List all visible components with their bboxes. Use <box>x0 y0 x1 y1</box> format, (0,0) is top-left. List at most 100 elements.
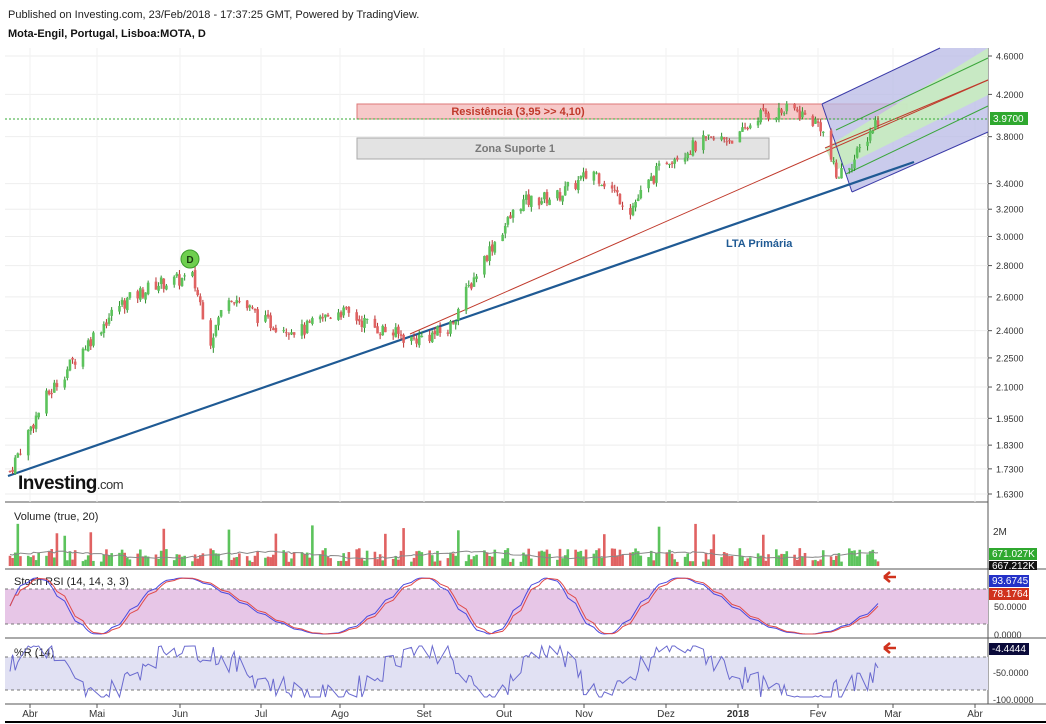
candle-body <box>746 128 749 130</box>
volume-bar <box>803 552 807 566</box>
volume-bar <box>324 548 327 566</box>
volume-bar <box>144 555 147 566</box>
volume-bar <box>394 556 398 566</box>
candle-body <box>785 103 789 112</box>
svg-text:50.0000: 50.0000 <box>994 602 1027 612</box>
lta-primaria-trendline[interactable] <box>7 160 915 478</box>
volume-bar <box>540 550 544 566</box>
candle-body <box>63 379 67 388</box>
volume-bar <box>344 561 348 566</box>
price-tick-label: 1.6300 <box>996 490 1024 500</box>
dividend-marker[interactable] <box>180 249 200 269</box>
time-tick-label: Mai <box>89 709 105 720</box>
volume-bar <box>384 533 387 566</box>
volume-bar <box>420 552 424 566</box>
volume-bar <box>728 556 731 566</box>
candle-body <box>159 277 163 285</box>
candle-body <box>37 412 40 418</box>
volume-bar <box>561 558 564 566</box>
candle-body <box>381 325 385 336</box>
candle-body <box>582 172 585 178</box>
volume-bar <box>743 561 747 566</box>
svg-text:3.9700: 3.9700 <box>993 114 1024 125</box>
williams-r-line <box>9 644 879 699</box>
candle-body <box>675 157 679 160</box>
candle-body <box>8 471 12 473</box>
published-caption: Published on Investing.com, 23/Feb/2018 … <box>8 9 420 21</box>
candle-body <box>561 195 564 202</box>
candle-body <box>454 321 458 325</box>
candle-body <box>282 330 285 332</box>
volume-bar <box>756 553 760 566</box>
volume-bar <box>621 555 624 566</box>
volume-bar <box>329 558 332 566</box>
volume-bar <box>110 553 113 566</box>
candle-body <box>232 302 236 304</box>
candle-body <box>157 285 160 291</box>
svg-text:2M: 2M <box>993 527 1007 538</box>
candle-body <box>707 134 710 136</box>
volume-bar <box>89 532 93 566</box>
volume-bar <box>470 559 473 566</box>
candle-body <box>603 183 606 187</box>
candle-body <box>488 246 491 261</box>
volume-axis: 2M 671.027K 667.212K <box>989 527 1037 572</box>
candle-body <box>858 147 862 149</box>
volume-bar <box>217 553 220 566</box>
candle-body <box>428 334 431 342</box>
volume-bar <box>647 557 650 566</box>
volume-bar <box>193 554 197 566</box>
volume-bar <box>446 558 450 566</box>
volume-bar <box>227 529 231 566</box>
candle-body <box>725 141 729 143</box>
volume-bar <box>433 561 437 566</box>
volume-bar <box>493 549 497 566</box>
candle-body <box>743 127 747 129</box>
candle-body <box>597 173 601 184</box>
candle-body <box>438 327 442 333</box>
candle-body <box>71 357 74 360</box>
pitchfork-channel[interactable] <box>821 47 989 193</box>
volume-bar <box>503 550 507 566</box>
volume-bar <box>850 550 854 566</box>
candle-body <box>120 299 124 305</box>
volume-bar <box>292 552 296 566</box>
candle-body <box>876 120 880 125</box>
price-axis: 4.6000 4.2000 3.8000 3.4000 3.2000 3.0000 2.80… <box>988 52 1024 500</box>
candle-body <box>639 189 643 199</box>
candle-body <box>357 319 361 322</box>
volume-bar <box>235 556 239 566</box>
volume-bar <box>874 559 877 566</box>
candle-body <box>834 162 838 178</box>
volume-bar <box>256 551 259 566</box>
candle-body <box>107 317 111 324</box>
volume-bar <box>527 548 531 566</box>
candle-body <box>269 315 272 329</box>
price-tick-label: 4.2000 <box>996 90 1024 100</box>
volume-bar <box>303 553 306 566</box>
candle-body <box>853 159 856 169</box>
candle-body <box>782 113 786 115</box>
candle-body <box>99 332 103 335</box>
volume-bar <box>689 561 692 566</box>
candle-body <box>66 369 69 379</box>
candle-body <box>32 424 35 429</box>
volume-bar <box>136 553 140 566</box>
support-zone[interactable] <box>356 137 770 160</box>
candle-body <box>235 300 239 304</box>
volume-bar <box>673 559 676 566</box>
time-tick-label: 2018 <box>727 709 750 720</box>
volume-bar <box>178 554 181 566</box>
volume-bar <box>29 557 33 566</box>
candle-body <box>702 135 705 151</box>
candle-body <box>543 192 546 200</box>
candle-body <box>146 282 150 295</box>
volume-bars <box>8 523 880 566</box>
volume-bar <box>858 549 862 566</box>
time-tick-label: Nov <box>575 709 593 720</box>
candle-body <box>668 164 671 166</box>
volume-bar <box>524 554 528 566</box>
candle-body <box>209 320 213 346</box>
candle-body <box>579 176 583 179</box>
